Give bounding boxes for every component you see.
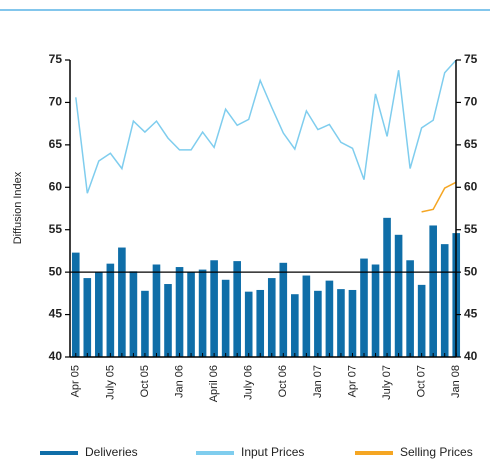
- bar: [417, 284, 426, 357]
- bar: [394, 234, 403, 357]
- bar: [267, 278, 276, 357]
- bar: [71, 252, 80, 357]
- x-tick-label: Jan 07: [312, 365, 324, 398]
- bar: [279, 262, 288, 357]
- legend-label: Input Prices: [241, 445, 304, 459]
- bar: [337, 289, 345, 357]
- x-tick-label: Apr 07: [346, 365, 358, 397]
- bar: [348, 289, 357, 357]
- bar: [314, 290, 322, 357]
- y-tick-label: 70: [49, 95, 63, 109]
- bar: [383, 217, 391, 357]
- bar: [141, 290, 149, 357]
- y-tick-label: 75: [49, 52, 63, 66]
- bar: [106, 263, 115, 357]
- bar: [118, 247, 126, 357]
- bar: [187, 272, 195, 357]
- bar: [244, 291, 253, 357]
- bar: [406, 260, 414, 357]
- x-tick-label: Jan 06: [173, 365, 185, 398]
- x-tick-label: April 06: [208, 365, 220, 402]
- bar: [210, 260, 218, 357]
- bar: [325, 280, 334, 357]
- bar: [129, 271, 138, 357]
- x-tick-label: July 07: [381, 365, 393, 400]
- y-axis-label: Diffusion Index: [12, 171, 24, 244]
- x-tick-label: Oct 06: [277, 365, 289, 397]
- line: [75, 59, 457, 194]
- y-tick-label: 50: [49, 264, 63, 278]
- x-tick-label: July 05: [104, 365, 116, 400]
- y2-tick-label: 75: [464, 52, 478, 66]
- bar: [302, 275, 311, 357]
- bar: [371, 264, 380, 357]
- y-tick-label: 40: [49, 349, 63, 363]
- y2-tick-label: 65: [464, 137, 478, 151]
- bar: [95, 272, 103, 357]
- y2-tick-label: 70: [464, 95, 478, 109]
- x-tick-label: Apr 05: [70, 365, 82, 397]
- x-tick-label: July 06: [243, 365, 255, 400]
- bar: [164, 284, 172, 357]
- bar: [429, 225, 437, 357]
- bar: [152, 264, 161, 357]
- y2-tick-label: 45: [464, 307, 478, 321]
- x-tick-label: Oct 07: [416, 365, 428, 397]
- y-tick-label: 55: [49, 222, 63, 236]
- bar: [360, 258, 368, 357]
- x-tick-label: Oct 05: [139, 365, 151, 397]
- legend-label: Selling Prices: [400, 445, 473, 459]
- x-tick-label: Jan 08: [450, 365, 462, 398]
- y2-tick-label: 60: [464, 179, 478, 193]
- bar: [175, 267, 184, 357]
- y2-tick-label: 50: [464, 264, 478, 278]
- line: [421, 181, 457, 213]
- bar: [83, 278, 92, 357]
- legend-label: Deliveries: [85, 445, 138, 459]
- bar: [256, 289, 265, 357]
- bar: [291, 294, 299, 357]
- y2-tick-label: 40: [464, 349, 478, 363]
- y-tick-label: 65: [49, 137, 63, 151]
- bar: [233, 261, 241, 357]
- bar: [440, 244, 449, 357]
- y-tick-label: 45: [49, 307, 63, 321]
- y2-tick-label: 55: [464, 222, 478, 236]
- bar: [198, 269, 207, 357]
- bar: [221, 279, 230, 357]
- y-tick-label: 60: [49, 179, 63, 193]
